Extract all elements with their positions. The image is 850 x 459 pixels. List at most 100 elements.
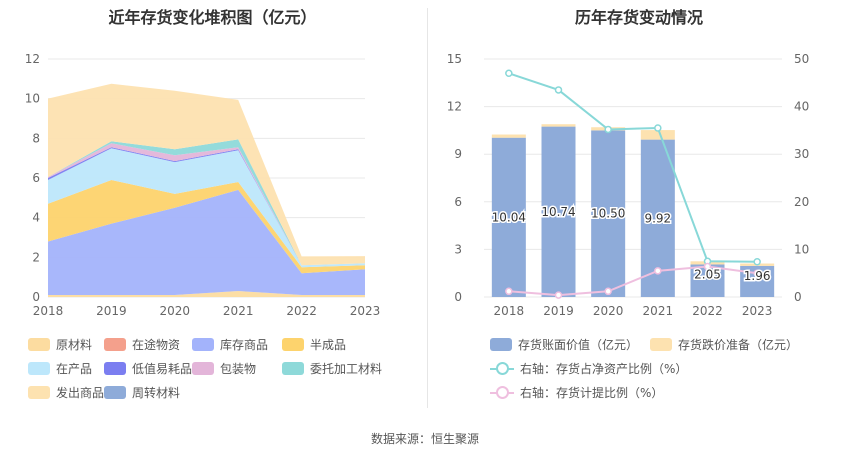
legend-line-marker [490, 386, 514, 399]
y-tick-label: 4 [32, 211, 40, 225]
x-tick-label: 2020 [593, 304, 624, 318]
x-tick-label: 2023 [742, 304, 773, 318]
legend-swatch [650, 338, 672, 351]
legend-label: 在途物资 [132, 338, 181, 352]
bar-impairment [640, 130, 675, 140]
legend-label: 存货跌价准备（亿元） [678, 338, 799, 352]
legend-label: 委托加工材料 [310, 362, 383, 376]
legend-label: 在产品 [56, 362, 93, 376]
legend-label: 包装物 [220, 362, 257, 376]
x-tick-label: 2021 [223, 304, 254, 318]
x-tick-label: 2019 [543, 304, 574, 318]
left-y-tick-label: 12 [447, 100, 462, 114]
legend-label: 库存商品 [220, 338, 269, 352]
data-source-text: 数据来源：恒生聚源 [370, 432, 479, 446]
stacked-area-chart: 0 2 4 6 8 10 12 2018 2019 2020 2021 2022 2023 [25, 52, 381, 318]
legend-swatch [192, 362, 214, 375]
area-库存商品 [48, 189, 365, 296]
inventory-bar-chart: 0 3 6 9 12 15 0 10 20 30 40 50 2018 2019 2020 2021 2022 2… [447, 52, 810, 318]
line-point [604, 125, 612, 134]
line-point [654, 267, 662, 275]
legend-label: 低值易耗品 [132, 362, 193, 376]
right-y-tick-label: 10 [794, 242, 809, 256]
legend-label: 周转材料 [132, 386, 181, 400]
left-y-tick-label: 6 [454, 195, 462, 209]
legend-item[interactable]: 半成品 [282, 336, 346, 353]
legend-item[interactable]: 低值易耗品 [104, 360, 192, 377]
legend-swatch [282, 338, 304, 351]
x-tick-label: 2023 [350, 304, 381, 318]
right-y-tick-label: 50 [794, 52, 809, 66]
line-point [753, 258, 761, 266]
legend-label: 原材料 [56, 338, 93, 352]
right-chart-title: 历年存货变动情况 [574, 8, 703, 27]
legend-item[interactable]: 库存商品 [192, 336, 268, 353]
line-point [753, 269, 761, 277]
legend-swatch [192, 338, 214, 351]
legend-item[interactable]: 包装物 [192, 360, 256, 377]
area-发出商品 [48, 83, 365, 266]
x-tick-label: 2021 [643, 304, 674, 318]
legend-item[interactable]: 周转材料 [104, 384, 180, 401]
bar-book-value [591, 130, 626, 297]
legend-label: 半成品 [310, 338, 347, 352]
data-label: 10.50 [591, 207, 625, 221]
x-tick-label: 2022 [286, 304, 317, 318]
y-tick-label: 0 [32, 290, 40, 304]
legend-line-marker [490, 362, 514, 375]
panel-divider [427, 8, 428, 408]
x-tick-label: 2018 [494, 304, 525, 318]
line-point [703, 262, 712, 271]
left-y-tick-label: 9 [454, 147, 462, 161]
x-tick-label: 2022 [692, 304, 723, 318]
area-半成品 [48, 179, 365, 274]
data-label: 1.96 [744, 269, 771, 283]
bar-impairment [541, 124, 576, 127]
data-label: 10.74 [541, 205, 575, 219]
left-chart-title: 近年存货变化堆积图（亿元） [108, 8, 317, 27]
line-provision-ratio [508, 265, 758, 297]
line-point [554, 86, 563, 94]
legend-item[interactable]: 右轴：存货占净资产比例（%） [490, 360, 687, 377]
left-y-tick-label: 3 [454, 242, 462, 256]
legend-item[interactable]: 委托加工材料 [282, 360, 382, 377]
legend-swatch [28, 338, 50, 351]
left-y-tick-label: 15 [447, 52, 462, 66]
left-y-tick-label: 0 [454, 290, 462, 304]
legend-item[interactable]: 右轴：存货计提比例（%） [490, 384, 663, 401]
legend-swatch [104, 338, 126, 351]
legend-item[interactable]: 存货跌价准备（亿元） [650, 336, 798, 353]
x-tick-label: 2018 [33, 304, 64, 318]
legend-swatch [28, 362, 50, 375]
x-tick-label: 2020 [160, 304, 191, 318]
bar-book-value [491, 137, 526, 297]
y-tick-label: 8 [32, 131, 40, 145]
legend-label: 发出商品 [56, 386, 105, 400]
y-tick-label: 2 [32, 250, 40, 264]
right-y-tick-label: 40 [794, 100, 809, 114]
y-tick-label: 10 [25, 92, 40, 106]
line-point [505, 287, 513, 296]
inventory-bar-chart-panel: 历年存货变动情况 0 3 6 9 12 15 0 10 20 30 40 50 2018 2019 2020… [428, 0, 850, 415]
legend-swatch [490, 338, 512, 351]
line-inventory-ratio [508, 72, 758, 263]
y-tick-label: 12 [25, 52, 40, 66]
area-在产品 [48, 148, 365, 268]
line-point [505, 69, 513, 78]
legend-label: 右轴：存货计提比例（%） [520, 386, 664, 400]
legend-item[interactable]: 存货账面价值（亿元） [490, 336, 638, 353]
legend-item[interactable]: 在产品 [28, 360, 92, 377]
y-tick-label: 6 [32, 171, 40, 185]
legend-swatch [104, 386, 126, 399]
legend-swatch [104, 362, 126, 375]
legend-item[interactable]: 发出商品 [28, 384, 104, 401]
right-y-tick-label: 30 [794, 147, 809, 161]
legend-label: 右轴：存货占净资产比例（%） [520, 362, 688, 376]
legend-swatch [282, 362, 304, 375]
legend-item[interactable]: 在途物资 [104, 336, 180, 353]
line-point [654, 124, 662, 132]
legend-item[interactable]: 原材料 [28, 336, 92, 353]
bar-impairment [491, 134, 526, 138]
legend-label: 存货账面价值（亿元） [518, 338, 639, 352]
line-point [604, 287, 612, 296]
